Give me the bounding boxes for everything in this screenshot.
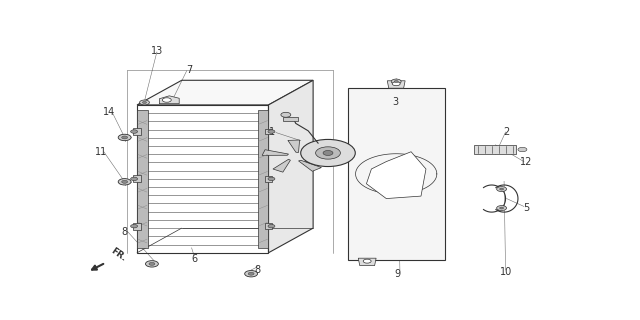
Text: FR.: FR. (109, 246, 127, 263)
Circle shape (497, 187, 507, 192)
Bar (348, 88, 445, 260)
Text: 5: 5 (524, 204, 529, 213)
Bar (284, 116, 298, 121)
Text: 7: 7 (186, 65, 192, 76)
Text: 2: 2 (504, 127, 509, 137)
Circle shape (268, 130, 275, 133)
Text: 6: 6 (191, 254, 197, 264)
Circle shape (131, 177, 138, 180)
Circle shape (394, 81, 398, 83)
Polygon shape (387, 81, 405, 88)
Polygon shape (264, 223, 273, 229)
Polygon shape (273, 159, 291, 172)
Circle shape (145, 261, 158, 267)
Circle shape (149, 262, 155, 265)
Polygon shape (133, 128, 141, 135)
Text: 11: 11 (95, 147, 107, 157)
Polygon shape (159, 96, 179, 104)
Circle shape (131, 224, 138, 228)
Bar (474, 145, 516, 154)
Circle shape (268, 224, 275, 228)
Circle shape (316, 147, 340, 159)
Polygon shape (304, 148, 329, 157)
Text: 12: 12 (520, 156, 532, 167)
Circle shape (163, 98, 172, 102)
Text: 9: 9 (394, 269, 401, 279)
Text: 14: 14 (102, 107, 115, 117)
Circle shape (497, 205, 507, 211)
Circle shape (248, 272, 254, 275)
Polygon shape (358, 258, 376, 266)
Text: 8: 8 (255, 265, 260, 275)
Circle shape (131, 130, 138, 133)
Circle shape (122, 136, 127, 139)
Polygon shape (367, 152, 426, 198)
Circle shape (268, 177, 275, 180)
Polygon shape (137, 80, 313, 105)
Bar (257, 110, 269, 248)
Polygon shape (262, 150, 289, 156)
Polygon shape (133, 223, 141, 230)
Polygon shape (264, 176, 273, 182)
Circle shape (500, 188, 504, 190)
Circle shape (301, 140, 355, 166)
Circle shape (364, 259, 371, 263)
Polygon shape (288, 140, 300, 152)
Text: 8: 8 (122, 227, 128, 237)
Circle shape (118, 179, 131, 185)
Polygon shape (133, 175, 141, 182)
Bar (137, 110, 148, 248)
Circle shape (392, 82, 400, 86)
Circle shape (244, 270, 257, 277)
Circle shape (143, 101, 147, 103)
Circle shape (122, 180, 127, 183)
Circle shape (118, 134, 131, 141)
Text: 10: 10 (500, 268, 513, 277)
Polygon shape (269, 80, 313, 253)
Text: 4: 4 (303, 159, 308, 169)
Text: 3: 3 (392, 98, 398, 108)
Polygon shape (264, 129, 273, 134)
Text: 13: 13 (151, 46, 163, 56)
Circle shape (281, 112, 291, 117)
Circle shape (391, 79, 401, 84)
Circle shape (323, 150, 333, 156)
Circle shape (500, 207, 504, 209)
Text: 1: 1 (269, 127, 275, 137)
Circle shape (140, 100, 150, 105)
Polygon shape (298, 160, 321, 171)
Circle shape (518, 147, 527, 152)
